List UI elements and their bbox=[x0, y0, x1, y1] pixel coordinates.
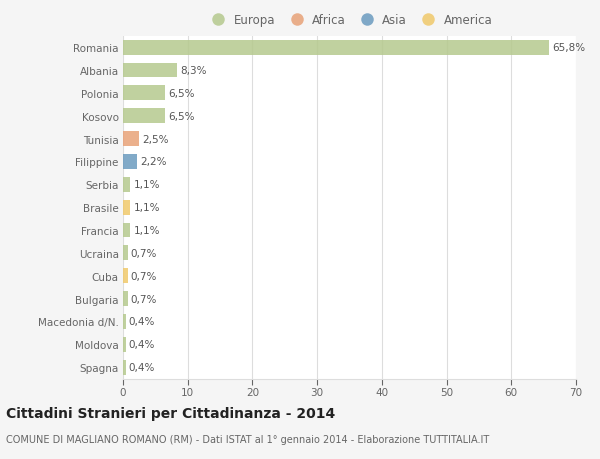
Bar bbox=[123, 291, 128, 306]
Bar bbox=[123, 337, 125, 352]
Bar bbox=[123, 178, 130, 192]
Bar bbox=[123, 223, 130, 238]
Bar bbox=[123, 246, 128, 261]
Text: 0,7%: 0,7% bbox=[131, 294, 157, 304]
Text: 8,3%: 8,3% bbox=[180, 66, 206, 76]
Text: 6,5%: 6,5% bbox=[168, 89, 195, 99]
Text: 65,8%: 65,8% bbox=[552, 43, 585, 53]
Text: COMUNE DI MAGLIANO ROMANO (RM) - Dati ISTAT al 1° gennaio 2014 - Elaborazione TU: COMUNE DI MAGLIANO ROMANO (RM) - Dati IS… bbox=[6, 434, 489, 444]
Text: 6,5%: 6,5% bbox=[168, 112, 195, 122]
Text: 0,4%: 0,4% bbox=[129, 340, 155, 349]
Bar bbox=[123, 314, 125, 329]
Text: 2,2%: 2,2% bbox=[140, 157, 167, 167]
Text: 0,4%: 0,4% bbox=[129, 362, 155, 372]
Text: 1,1%: 1,1% bbox=[133, 203, 160, 213]
Bar bbox=[123, 86, 165, 101]
Bar bbox=[123, 360, 125, 375]
Legend: Europa, Africa, Asia, America: Europa, Africa, Asia, America bbox=[206, 14, 493, 28]
Text: 0,4%: 0,4% bbox=[129, 317, 155, 327]
Text: 1,1%: 1,1% bbox=[133, 180, 160, 190]
Bar bbox=[123, 41, 549, 56]
Text: 0,7%: 0,7% bbox=[131, 271, 157, 281]
Bar bbox=[123, 132, 139, 147]
Bar bbox=[123, 63, 177, 78]
Text: 1,1%: 1,1% bbox=[133, 225, 160, 235]
Bar bbox=[123, 109, 165, 124]
Text: Cittadini Stranieri per Cittadinanza - 2014: Cittadini Stranieri per Cittadinanza - 2… bbox=[6, 406, 335, 420]
Bar bbox=[123, 200, 130, 215]
Bar bbox=[123, 269, 128, 284]
Text: 2,5%: 2,5% bbox=[142, 134, 169, 144]
Bar bbox=[123, 155, 137, 169]
Text: 0,7%: 0,7% bbox=[131, 248, 157, 258]
